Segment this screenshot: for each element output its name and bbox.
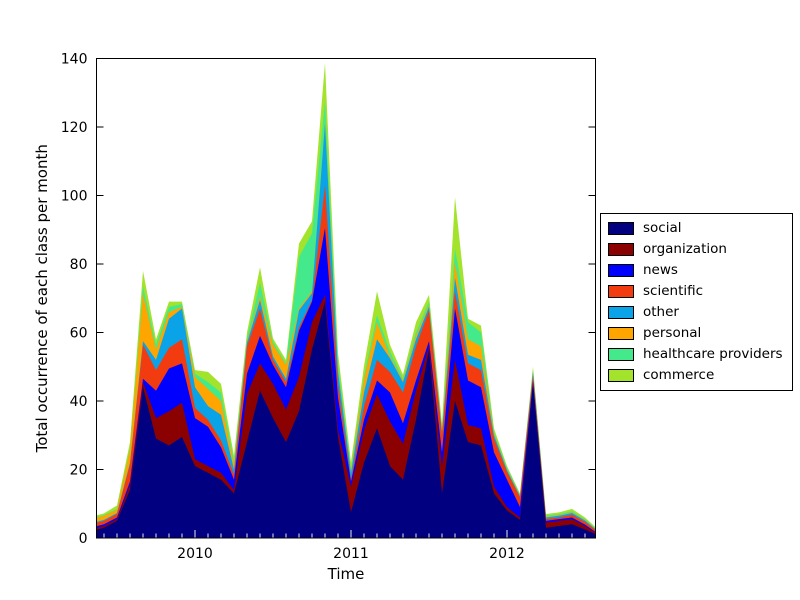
legend-label-organization: organization bbox=[643, 241, 727, 257]
legend-swatch-scientific bbox=[608, 285, 634, 298]
legend-swatch-healthcare-providers bbox=[608, 348, 634, 361]
y-tick-label: 0 bbox=[79, 531, 88, 547]
legend-label-news: news bbox=[643, 262, 678, 278]
y-tick-label: 60 bbox=[70, 326, 88, 342]
legend-label-other: other bbox=[643, 304, 679, 320]
x-tick-label: 2011 bbox=[333, 546, 369, 562]
plot-area bbox=[96, 62, 596, 538]
y-tick-label: 100 bbox=[61, 189, 88, 205]
x-axis-ticks bbox=[103, 530, 586, 538]
y-tick-label: 80 bbox=[70, 257, 88, 273]
legend-item-other: other bbox=[608, 305, 783, 320]
legend-label-social: social bbox=[643, 220, 682, 236]
legend-swatch-commerce bbox=[608, 369, 634, 382]
legend-box: social organization news scientific othe… bbox=[600, 213, 793, 391]
legend-item-scientific: scientific bbox=[608, 284, 783, 299]
x-tick-label: 2010 bbox=[177, 546, 213, 562]
legend-item-commerce: commerce bbox=[608, 368, 783, 383]
x-tick-label: 2012 bbox=[489, 546, 525, 562]
y-axis: 0 20 40 60 80 100 120 140 bbox=[61, 52, 596, 547]
y-tick-label: 140 bbox=[61, 52, 88, 68]
y-tick-label: 20 bbox=[70, 463, 88, 479]
legend-swatch-news bbox=[608, 264, 634, 277]
legend-label-scientific: scientific bbox=[643, 283, 704, 299]
y-tick-label: 40 bbox=[70, 394, 88, 410]
legend-swatch-other bbox=[608, 306, 634, 319]
legend-label-commerce: commerce bbox=[643, 367, 715, 383]
legend-label-healthcare-providers: healthcare providers bbox=[643, 346, 783, 362]
axes-frame bbox=[96, 58, 596, 539]
legend-swatch-social bbox=[608, 222, 634, 235]
legend-item-social: social bbox=[608, 221, 783, 236]
legend-swatch-personal bbox=[608, 327, 634, 340]
y-tick-label: 120 bbox=[61, 120, 88, 136]
legend-label-personal: personal bbox=[643, 325, 702, 341]
legend-item-personal: personal bbox=[608, 326, 783, 341]
area-social bbox=[96, 301, 596, 538]
x-axis-label: Time bbox=[327, 565, 365, 583]
legend-swatch-organization bbox=[608, 243, 634, 256]
legend-item-healthcare-providers: healthcare providers bbox=[608, 347, 783, 362]
legend-item-organization: organization bbox=[608, 242, 783, 257]
x-axis: 2010 2011 2012 bbox=[177, 546, 525, 562]
y-axis-label: Total occurrence of each class per month bbox=[33, 144, 51, 453]
legend-item-news: news bbox=[608, 263, 783, 278]
